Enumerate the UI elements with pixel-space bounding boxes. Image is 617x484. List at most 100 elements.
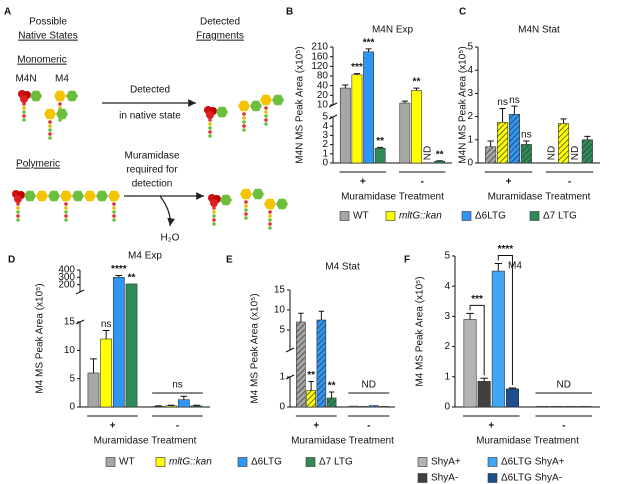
error-bar <box>584 135 591 140</box>
legend-swatch <box>105 457 116 467</box>
y-tick-label: 20 <box>317 90 329 101</box>
x-tick-label: + <box>110 421 116 432</box>
y-tick-label: 200 <box>58 279 75 290</box>
y-tick-label: 160 <box>311 51 328 62</box>
bar <box>505 388 519 408</box>
chart-panel: D M4 Exp M4 MS Peak Area (x10⁵) Muramidase … <box>8 251 353 468</box>
y-tick-label: 15 <box>274 285 286 296</box>
y-tick-label: 0 <box>69 402 75 413</box>
y-tick-label: 40 <box>317 80 329 91</box>
annotation: ns <box>509 95 520 106</box>
y-tick-label: 15 <box>64 317 76 328</box>
y-tick-label: 3 <box>467 88 473 99</box>
annotation: ns <box>521 130 532 141</box>
chart-title: M4 Stat <box>325 262 360 273</box>
bar <box>550 406 564 408</box>
comparison-bracket <box>469 304 485 376</box>
bar <box>434 160 446 164</box>
bar <box>369 405 379 408</box>
annotation: ND <box>423 146 434 160</box>
bar <box>87 372 100 408</box>
y-tick-label: 5 <box>322 112 328 123</box>
y-tick-label: 0 <box>322 158 328 169</box>
y-tick-label: 4 <box>467 65 473 76</box>
y-tick-label: 1 <box>444 371 450 382</box>
annotation: ** <box>307 370 315 381</box>
x-axis-label: Muramidase Treatment <box>94 436 197 447</box>
y-axis-label: M4 MS Peak Area (x10⁵) <box>415 276 426 386</box>
bar <box>564 406 578 408</box>
bar <box>520 144 532 164</box>
error-bar <box>342 84 349 89</box>
label: in native state <box>119 111 181 122</box>
bar <box>190 405 203 408</box>
annotation: **** <box>111 264 127 275</box>
bar <box>558 123 570 164</box>
x-tick-label: + <box>506 177 512 188</box>
x-axis-label: Muramidase Treatment <box>291 436 394 447</box>
error-bar <box>480 377 488 382</box>
error-bar <box>401 100 408 104</box>
bar <box>485 146 497 164</box>
error-bar <box>193 404 200 406</box>
annotation: ** <box>413 77 421 88</box>
legend-swatch <box>487 473 498 483</box>
annotation: *** <box>363 38 375 49</box>
legend-label: Δ6LTG ShyA+ <box>501 457 565 468</box>
y-axis-label: M4 MS Peak Area (x10⁵) <box>35 283 46 393</box>
bar <box>351 74 363 164</box>
annotation: ns <box>101 319 112 330</box>
bar <box>339 87 351 164</box>
monomers <box>18 90 78 140</box>
bar <box>374 147 386 164</box>
bar <box>581 139 593 164</box>
group-label: ND <box>362 380 376 391</box>
panel-a: A Possible Native States Detected Fragme… <box>4 7 288 244</box>
y-tick-label: 1 <box>279 372 285 383</box>
y-tick-label: 300 <box>58 272 75 283</box>
error-bar <box>328 391 335 398</box>
bar <box>152 406 165 408</box>
label: Muramidase <box>124 151 179 162</box>
polymer <box>12 190 120 222</box>
error-bar <box>353 73 361 75</box>
panel-letter: D <box>8 255 15 266</box>
panel-letter: F <box>404 255 410 266</box>
y-tick-label: 5 <box>444 251 450 262</box>
label: detection <box>132 179 173 190</box>
heading: Monomeric <box>17 55 66 66</box>
bar <box>399 102 411 164</box>
bar <box>348 405 359 408</box>
annotation: ND <box>546 146 557 160</box>
annotation: ND <box>570 146 581 160</box>
fragments <box>204 94 284 138</box>
legend-label: mltG::kan <box>169 457 212 468</box>
y-tick-label: 4 <box>444 281 450 292</box>
error-bar <box>102 330 110 339</box>
y-tick-label: 3 <box>444 311 450 322</box>
bar <box>165 405 178 408</box>
error-bar <box>155 405 162 407</box>
chart-panel: B M4N Exp M4N MS Peak Area (x10⁵) Muramidas… <box>286 7 577 222</box>
heading: Fragments <box>196 31 244 42</box>
bar <box>125 283 138 408</box>
error-bar <box>499 107 506 123</box>
legend-label: Δ6LTG <box>251 457 282 468</box>
legend-swatch <box>385 211 396 221</box>
legend-swatch <box>305 457 316 467</box>
legend-swatch <box>339 211 350 221</box>
label: M4 <box>55 74 69 85</box>
y-tick-label: 120 <box>311 61 328 72</box>
y-tick-label: 5 <box>279 325 285 336</box>
group-label: ns <box>172 380 183 391</box>
comparison-bracket <box>497 255 513 385</box>
y-tick-label: 0 <box>467 158 473 169</box>
y-tick-label: 10 <box>64 345 76 356</box>
legend-label: WT <box>119 457 135 468</box>
x-tick-label: - <box>568 177 571 188</box>
x-tick-label: + <box>488 421 494 432</box>
bar <box>463 319 477 408</box>
panel-letter: C <box>459 7 466 18</box>
x-tick-label: - <box>421 177 424 188</box>
